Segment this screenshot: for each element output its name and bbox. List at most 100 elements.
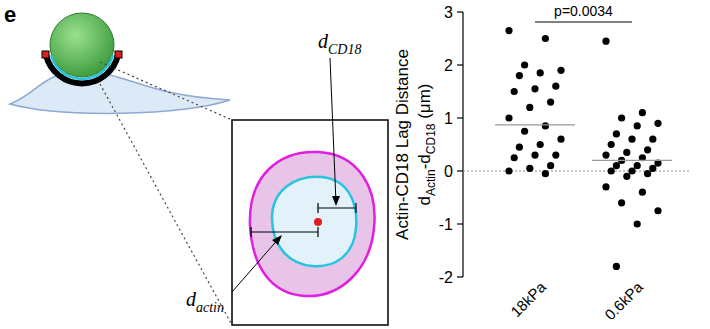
point bbox=[602, 152, 609, 159]
y-tick bbox=[457, 276, 463, 277]
point bbox=[542, 170, 549, 177]
point bbox=[516, 144, 523, 151]
figure: edCD18dactin-2-10123Actin-CD18 Lag Dista… bbox=[0, 0, 710, 329]
point bbox=[608, 141, 615, 148]
zoom-line bbox=[100, 84, 232, 325]
point bbox=[526, 104, 533, 111]
y-label-sub: Actin bbox=[424, 169, 438, 196]
axes: -2 -1 0 1 2 3 Actin-CD18 Lag DistancedActin-dC… bbox=[393, 4, 647, 324]
arrowhead bbox=[332, 196, 340, 206]
actin-boundary bbox=[250, 152, 375, 296]
actin-distance bbox=[317, 227, 318, 237]
p-value: p=0.0034 bbox=[554, 3, 613, 19]
point bbox=[623, 173, 630, 180]
y-label: Actin-CD18 Lag Distance bbox=[393, 49, 412, 240]
point bbox=[531, 152, 538, 159]
point bbox=[542, 122, 549, 129]
y-label-sub: CD18 bbox=[424, 123, 438, 154]
y-tick bbox=[457, 64, 463, 65]
point bbox=[537, 141, 544, 148]
distance-label: dCD18 bbox=[318, 30, 361, 57]
y-tick-label: 1 bbox=[444, 110, 453, 127]
point bbox=[521, 61, 528, 68]
point bbox=[542, 35, 549, 42]
point bbox=[602, 183, 609, 190]
cup-inner bbox=[51, 55, 113, 79]
point bbox=[639, 189, 646, 196]
distance-label: dactin bbox=[186, 288, 224, 315]
x-tick-label: 0.6kPa bbox=[601, 278, 647, 324]
point bbox=[505, 27, 512, 34]
y-tick-label: -2 bbox=[439, 269, 453, 286]
point bbox=[521, 128, 528, 135]
bead bbox=[50, 13, 114, 77]
cup bbox=[46, 55, 118, 83]
y-tick-label: 0 bbox=[444, 163, 453, 180]
point bbox=[552, 152, 559, 159]
arrow bbox=[330, 58, 336, 203]
x-tick-label: 18kPa bbox=[507, 278, 550, 321]
cup-end bbox=[42, 51, 49, 58]
arrowhead bbox=[272, 235, 282, 245]
point bbox=[547, 99, 554, 106]
significance: p=0.0034 bbox=[535, 3, 632, 22]
point bbox=[628, 167, 635, 174]
point bbox=[649, 136, 656, 143]
y-tick bbox=[457, 223, 463, 224]
point bbox=[649, 165, 656, 172]
significance-bar bbox=[535, 21, 632, 22]
subscript: actin bbox=[196, 300, 224, 315]
y-tick-label: -1 bbox=[439, 216, 453, 233]
schematic: dCD18 dactin bbox=[10, 13, 388, 325]
y-tick bbox=[457, 170, 463, 171]
point bbox=[639, 109, 646, 116]
subscript: CD18 bbox=[328, 42, 361, 57]
actin-distance bbox=[250, 227, 251, 237]
point bbox=[634, 122, 641, 129]
point bbox=[526, 165, 533, 172]
point bbox=[608, 167, 615, 174]
y-axis bbox=[462, 12, 463, 277]
point bbox=[613, 162, 620, 169]
point bbox=[511, 88, 518, 95]
cd18-distance bbox=[355, 203, 356, 213]
point bbox=[644, 170, 651, 177]
point bbox=[557, 136, 564, 143]
point bbox=[602, 38, 609, 45]
point bbox=[613, 130, 620, 137]
y-tick bbox=[457, 11, 463, 12]
point bbox=[505, 114, 512, 121]
cd18-distance bbox=[318, 207, 356, 208]
inset-box bbox=[232, 120, 388, 325]
point bbox=[552, 83, 559, 90]
y-tick-label: 2 bbox=[444, 57, 453, 74]
mean-line bbox=[495, 124, 575, 125]
marks bbox=[463, 27, 690, 270]
point bbox=[618, 114, 625, 121]
point bbox=[634, 220, 641, 227]
point bbox=[557, 67, 564, 74]
cup-end bbox=[115, 51, 122, 58]
point bbox=[511, 154, 518, 161]
center-point bbox=[314, 218, 322, 226]
zoom-line bbox=[100, 62, 232, 120]
point bbox=[537, 69, 544, 76]
y-label: dActin-dCD18 (μm) bbox=[415, 84, 438, 206]
y-tick bbox=[457, 117, 463, 118]
y-label-part: d bbox=[415, 196, 434, 205]
point bbox=[623, 149, 630, 156]
y-label-part: -d bbox=[415, 154, 434, 169]
cd18-distance bbox=[317, 203, 318, 213]
point bbox=[628, 136, 635, 143]
arrow bbox=[232, 237, 280, 292]
point bbox=[618, 199, 625, 206]
panel-label: e bbox=[4, 2, 16, 27]
zero-line bbox=[463, 171, 690, 172]
point bbox=[516, 72, 523, 79]
point bbox=[654, 207, 661, 214]
y-tick-label: 3 bbox=[444, 4, 453, 21]
point bbox=[654, 120, 661, 127]
point bbox=[634, 162, 641, 169]
actin-distance bbox=[251, 231, 318, 232]
mean-line bbox=[592, 160, 672, 161]
